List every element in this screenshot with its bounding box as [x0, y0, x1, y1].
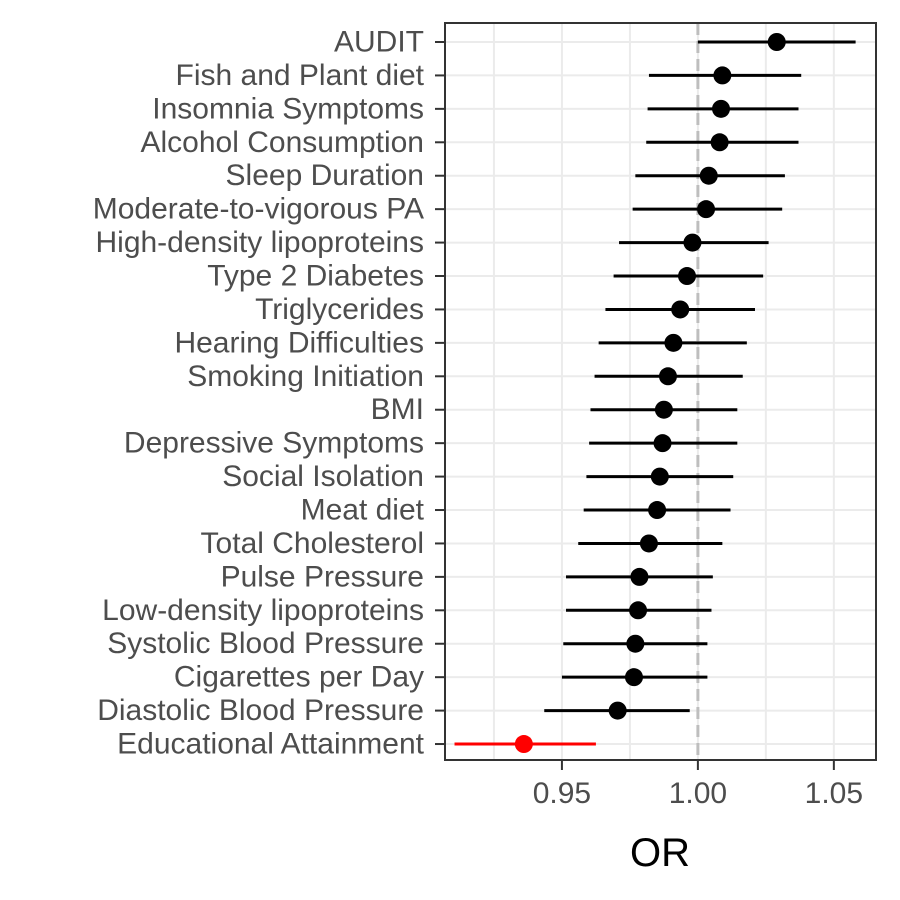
- or-point: [654, 400, 673, 419]
- y-tick-label: BMI: [371, 393, 424, 426]
- or-point: [683, 233, 702, 252]
- y-tick-label: Hearing Difficulties: [174, 326, 424, 359]
- y-tick-label: Insomnia Symptoms: [152, 92, 424, 125]
- y-tick-label: Systolic Blood Pressure: [107, 627, 424, 660]
- or-point: [514, 735, 533, 754]
- or-point: [650, 467, 669, 486]
- y-tick-label: High-density lipoproteins: [95, 226, 424, 259]
- or-point: [697, 200, 716, 219]
- or-point: [626, 634, 645, 653]
- y-tick-label: AUDIT: [334, 26, 424, 59]
- y-tick-label: Low-density lipoproteins: [102, 594, 424, 627]
- or-point: [639, 534, 658, 553]
- y-tick-label: Smoking Initiation: [187, 360, 424, 393]
- marks-layer: [454, 33, 856, 754]
- or-point: [648, 501, 667, 520]
- y-tick-label: Triglycerides: [255, 293, 424, 326]
- or-point: [653, 434, 672, 453]
- y-tick-label: Fish and Plant diet: [176, 59, 425, 92]
- or-point: [624, 668, 643, 687]
- or-point: [699, 166, 718, 185]
- or-point: [678, 267, 697, 286]
- y-tick-label: Moderate-to-vigorous PA: [93, 193, 424, 226]
- y-tick-label: Sleep Duration: [226, 159, 424, 192]
- or-point: [767, 33, 786, 51]
- y-tick-label: Diastolic Blood Pressure: [97, 694, 424, 727]
- or-point: [608, 701, 627, 720]
- panel-border: [444, 22, 877, 761]
- or-point: [658, 367, 677, 386]
- y-tick-label: Pulse Pressure: [221, 560, 424, 593]
- or-point: [664, 333, 683, 352]
- y-tick-label: Type 2 Diabetes: [207, 260, 424, 293]
- y-tick-label: Cigarettes per Day: [174, 661, 424, 694]
- x-tick-label: 1.00: [669, 777, 727, 810]
- y-tick-label: Educational Attainment: [117, 728, 425, 761]
- y-tick-label: Depressive Symptoms: [124, 427, 424, 460]
- y-tick-label: Meat diet: [301, 494, 425, 527]
- y-tick-label: Social Isolation: [222, 460, 424, 493]
- or-point: [712, 99, 731, 118]
- x-tick-label: 1.05: [805, 777, 863, 810]
- x-tick-label: 0.95: [533, 777, 591, 810]
- y-tick-label: Alcohol Consumption: [141, 126, 425, 159]
- x-axis-title: OR: [630, 831, 690, 875]
- or-point: [671, 300, 690, 319]
- or-point: [630, 567, 649, 586]
- x-axis: 0.95 1.00 1.05: [533, 760, 863, 810]
- or-point: [713, 66, 732, 85]
- y-tick-label: Total Cholesterol: [201, 527, 424, 560]
- or-point: [710, 133, 729, 152]
- or-point: [629, 601, 648, 620]
